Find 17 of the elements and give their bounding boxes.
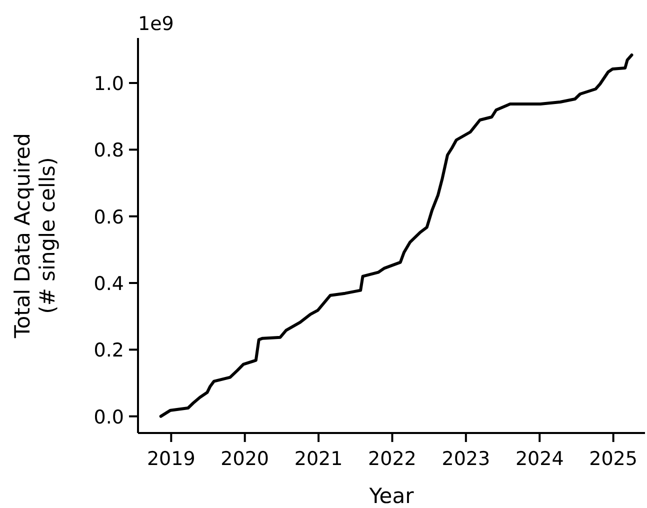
y-tick-label: 0.4 <box>94 273 124 295</box>
y-tick-label: 0.6 <box>94 206 124 228</box>
y-tick-label: 0.8 <box>94 140 124 162</box>
y-tick-label: 0.0 <box>94 406 124 428</box>
x-tick-label: 2020 <box>220 448 270 470</box>
x-axis-title: Year <box>368 484 414 508</box>
x-tick-label: 2019 <box>146 448 196 470</box>
x-tick-label: 2021 <box>294 448 343 470</box>
x-tick-label: 2023 <box>442 448 490 470</box>
text: 1e9 <box>138 13 174 35</box>
x-tick-label: 2024 <box>515 448 564 470</box>
y-axis-title: Total Data Acquired (# single cells) <box>10 133 60 339</box>
y-tick-label: 0.2 <box>94 340 124 362</box>
x-tick-label: 2022 <box>368 448 416 470</box>
y-tick-label: 1.0 <box>94 73 124 95</box>
x-tick-label: 2025 <box>589 448 638 470</box>
line-series <box>159 54 634 418</box>
